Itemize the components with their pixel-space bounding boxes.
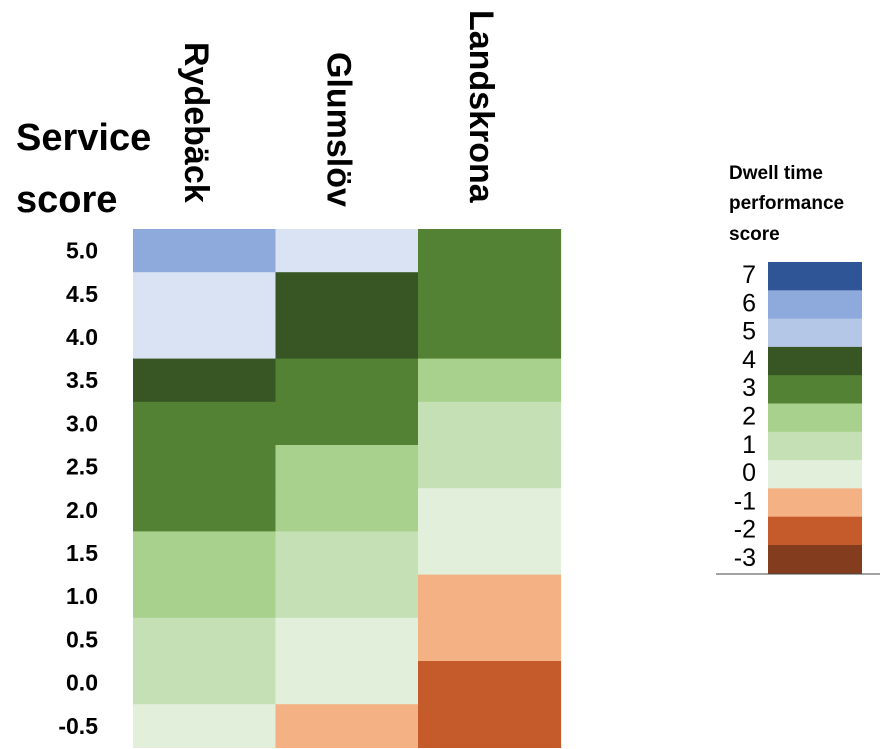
y-tick-label: 5.0 bbox=[66, 238, 98, 264]
heatmap-cell bbox=[133, 574, 277, 619]
heatmap-cell bbox=[418, 704, 562, 748]
y-axis-title-line-1: Service bbox=[16, 117, 151, 159]
heatmap-cell bbox=[418, 315, 562, 360]
legend-tick-label: 3 bbox=[742, 374, 756, 402]
legend-tick-label: 4 bbox=[742, 346, 756, 374]
heatmap-cell bbox=[133, 315, 277, 360]
legend-swatch bbox=[768, 516, 862, 546]
legend-tick-label: 6 bbox=[742, 289, 756, 317]
y-tick-label: 0.5 bbox=[66, 626, 98, 652]
y-tick-label: 3.0 bbox=[66, 410, 98, 436]
legend-swatch bbox=[768, 488, 862, 518]
y-tick-label: 2.0 bbox=[66, 497, 98, 523]
heatmap-cell bbox=[133, 445, 277, 489]
legend-tick-label: 0 bbox=[742, 459, 756, 487]
legend-tick-label: -1 bbox=[734, 487, 756, 515]
legend-swatch bbox=[768, 318, 862, 348]
y-tick-label: 1.5 bbox=[66, 540, 98, 566]
heatmap-cell bbox=[418, 617, 562, 662]
heatmap-cell bbox=[418, 272, 562, 316]
heatmap-cell bbox=[418, 358, 562, 403]
heatmap-cell bbox=[275, 358, 419, 403]
heatmap-cell bbox=[418, 661, 562, 705]
heatmap-cell bbox=[275, 229, 419, 273]
y-tick-label: 3.5 bbox=[66, 367, 98, 393]
heatmap-cell bbox=[275, 488, 419, 532]
y-tick-label: 1.0 bbox=[66, 583, 98, 609]
y-tick-label: 4.0 bbox=[66, 324, 98, 350]
heatmap-cell bbox=[133, 704, 277, 748]
heatmap-cell bbox=[275, 445, 419, 489]
y-tick-label: 2.5 bbox=[66, 454, 98, 480]
legend-tick-label: -2 bbox=[734, 516, 756, 544]
heatmap-cell bbox=[418, 445, 562, 489]
legend-swatch bbox=[768, 460, 862, 489]
legend-swatches bbox=[768, 262, 862, 574]
heatmap-cell bbox=[133, 488, 277, 532]
y-axis-title-line-2: score bbox=[16, 179, 117, 221]
heatmap-cell bbox=[275, 272, 419, 316]
y-axis-tick-labels: 5.0 4.5 4.0 3.5 3.0 2.5 2.0 1.5 1.0 0.5 0.0 -0.5 bbox=[58, 238, 98, 739]
heatmap-cell bbox=[133, 617, 277, 662]
legend-swatch bbox=[768, 431, 862, 461]
heatmap-cell bbox=[275, 704, 419, 748]
legend-tick-label: -3 bbox=[734, 544, 756, 572]
legend: Dwell time performance score 76543210-1-… bbox=[716, 163, 880, 575]
heatmap-cell bbox=[275, 617, 419, 662]
heatmap-cells bbox=[133, 229, 562, 748]
heatmap-cell bbox=[133, 531, 277, 576]
heatmap-cell bbox=[133, 661, 277, 705]
column-header: Glumslöv bbox=[320, 52, 358, 207]
heatmap-cell bbox=[133, 229, 277, 273]
heatmap-cell bbox=[133, 358, 277, 403]
heatmap-cell bbox=[275, 315, 419, 360]
legend-swatch bbox=[768, 545, 862, 574]
heatmap-cell bbox=[418, 401, 562, 446]
heatmap-cell bbox=[275, 574, 419, 619]
legend-title-line-2: performance bbox=[729, 193, 844, 214]
heatmap-cell bbox=[275, 661, 419, 705]
heatmap-cell bbox=[133, 272, 277, 316]
y-tick-label: 4.5 bbox=[66, 281, 98, 307]
legend-title-line-3: score bbox=[729, 224, 780, 245]
heatmap-cell bbox=[418, 574, 562, 619]
column-header: Landskrona bbox=[462, 10, 500, 204]
legend-tick-label: 1 bbox=[742, 431, 756, 459]
heatmap-cell bbox=[418, 229, 562, 273]
column-header: Rydebäck bbox=[177, 42, 215, 203]
column-headers: Rydebäck Glumslöv Landskrona bbox=[177, 10, 500, 207]
legend-swatch bbox=[768, 262, 862, 291]
legend-tick-label: 7 bbox=[742, 261, 756, 289]
heatmap-cell bbox=[418, 531, 562, 576]
legend-swatch bbox=[768, 290, 862, 320]
heatmap-cell bbox=[275, 401, 419, 446]
legend-tick-label: 5 bbox=[742, 318, 756, 346]
legend-swatch bbox=[768, 375, 862, 404]
y-tick-label: -0.5 bbox=[58, 713, 98, 739]
legend-tick-label: 2 bbox=[742, 403, 756, 431]
legend-swatch bbox=[768, 346, 862, 376]
heatmap-cell bbox=[418, 488, 562, 532]
legend-swatch bbox=[768, 403, 862, 433]
y-tick-label: 0.0 bbox=[66, 670, 98, 696]
heatmap-cell bbox=[275, 531, 419, 576]
heatmap-cell bbox=[133, 401, 277, 446]
legend-title-line-1: Dwell time bbox=[729, 163, 823, 184]
